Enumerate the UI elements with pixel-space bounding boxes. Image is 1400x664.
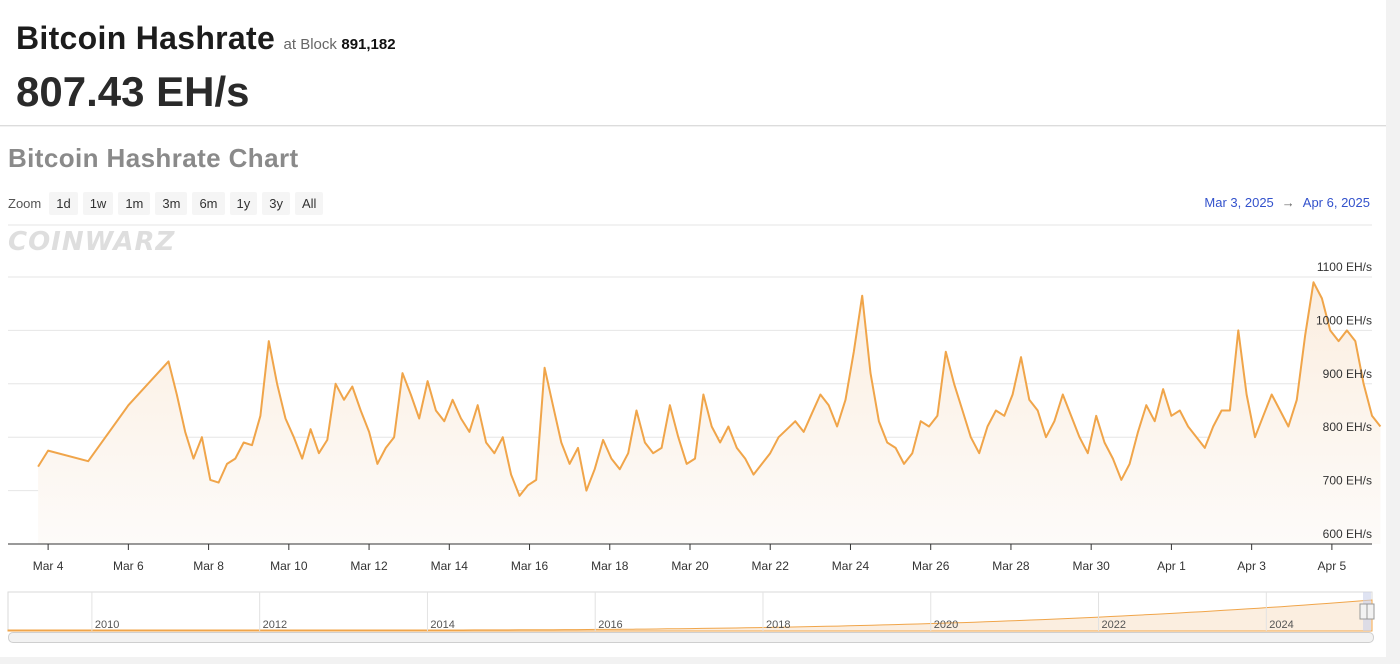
range-to-input[interactable]: Apr 6, 2025 [1302,195,1370,210]
x-tick-label: Mar 24 [832,559,870,573]
x-tick-label: Mar 10 [270,559,308,573]
at-block-label: at Block [283,36,337,53]
zoom-controls: Zoom 1d 1w 1m 3m 6m 1y 3y All [8,192,328,215]
navigator-year-labels: 2010 2012 2014 2016 2018 2020 2022 2024 [91,592,1294,631]
zoom-button-1d[interactable]: 1d [49,192,78,215]
navigator-year-label: 2018 [766,619,790,631]
navigator-year-label: 2020 [934,619,958,631]
zoom-button-1w[interactable]: 1w [82,192,114,215]
horizontal-scrollbar[interactable] [8,632,1374,643]
zoom-button-1y[interactable]: 1y [229,192,258,215]
x-tick-label: Mar 22 [752,559,790,573]
zoom-button-1m[interactable]: 1m [118,192,151,215]
x-tick-label: Apr 3 [1237,559,1266,573]
header: Bitcoin Hashrate at Block 891,182 807.43… [0,0,1386,126]
date-range: Mar 3, 2025 → Apr 6, 2025 [1204,195,1370,210]
x-tick-label: Mar 16 [511,559,549,573]
range-arrow-icon: → [1281,195,1295,210]
navigator-year-label: 2014 [430,619,454,631]
hashrate-area [38,282,1381,544]
hashrate-series-line[interactable] [37,281,1382,497]
navigator-year-label: 2024 [1269,619,1293,631]
navigator-handle-left[interactable] [1359,603,1368,620]
x-tick-label: Mar 14 [431,559,469,573]
x-tick-label: Mar 6 [113,559,144,573]
navigator-year-label: 2016 [598,619,622,631]
x-tick-labels: Mar 4 Mar 6 Mar 8 Mar 10 Mar 12 Mar 14 Mar 16 M… [33,544,1347,573]
navigator-handle-right[interactable] [1366,603,1375,620]
range-from-input[interactable]: Mar 3, 2025 [1204,195,1274,210]
coinwarz-logo: COINWARZ [8,227,176,257]
x-tick-label: Mar 4 [33,559,64,573]
navigator-year-label: 2012 [263,619,287,631]
navigator-area [7,599,1373,632]
page-title: Bitcoin Hashrate [16,20,276,56]
zoom-label: Zoom [8,196,42,211]
y-tick-labels: 600 EH/s 700 EH/s 800 EH/s 900 EH/s 1000 EH/… [1316,260,1372,541]
x-tick-label: Mar 30 [1072,559,1110,573]
zoom-button-all[interactable]: All [294,192,324,215]
zoom-button-6m[interactable]: 6m [192,192,225,215]
x-tick-label: Apr 1 [1157,559,1186,573]
y-tick-label: 700 EH/s [1323,474,1372,488]
block-number: 891,182 [341,36,396,53]
y-tick-label: 900 EH/s [1323,367,1372,381]
hashrate-chart[interactable]: 600 EH/s 700 EH/s 800 EH/s 900 EH/s 1000 EH/… [0,127,1386,657]
y-tick-label: 600 EH/s [1323,527,1372,541]
zoom-button-3y[interactable]: 3y [262,192,290,215]
title-row: Bitcoin Hashrate at Block 891,182 [16,20,396,57]
x-tick-label: Mar 20 [671,559,709,573]
y-tick-label: 1100 EH/s [1317,260,1372,274]
navigator-year-label: 2022 [1102,619,1126,631]
x-tick-label: Apr 5 [1318,559,1347,573]
x-tick-label: Mar 26 [912,559,950,573]
y-tick-label: 1000 EH/s [1316,313,1372,327]
zoom-button-3m[interactable]: 3m [155,192,188,215]
x-tick-label: Mar 12 [350,559,388,573]
navigator[interactable]: 2010 2012 2014 2016 2018 2020 2022 2024 [7,591,1375,632]
chart-title: Bitcoin Hashrate Chart [8,143,299,173]
navigator-year-label: 2010 [95,619,119,631]
x-tick-label: Mar 28 [992,559,1030,573]
x-tick-label: Mar 8 [193,559,224,573]
y-tick-label: 800 EH/s [1323,420,1372,434]
chart-panel: Bitcoin Hashrate Chart Zoom 1d 1w 1m 3m … [0,127,1386,657]
current-hashrate: 807.43 EH/s [16,68,250,115]
x-tick-label: Mar 18 [591,559,629,573]
